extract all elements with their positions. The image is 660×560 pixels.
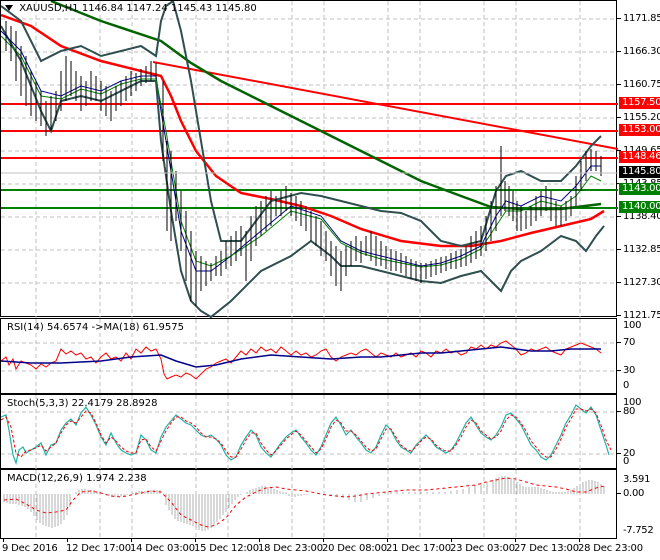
stoch-axis-label: 100 (623, 397, 642, 408)
rsi-axis-label: 30 (623, 365, 636, 376)
price-chart-canvas (1, 1, 618, 318)
current-price-tag: 1145.80 (619, 166, 660, 178)
macd-axis: 3.591 0.00 -7.752 (617, 469, 660, 539)
rsi-axis-label: 100 (623, 320, 642, 331)
rsi-title: RSI(14) 54.6574 ->MA(18) 61.9575 (7, 322, 184, 333)
level-tag-1148-46: 1148.46 (619, 151, 660, 163)
symbol-label: XAUUSD,H1 (19, 3, 79, 14)
rsi-panel[interactable]: RSI(14) 54.6574 ->MA(18) 61.9575 (0, 318, 618, 395)
main-chart-panel[interactable]: XAUUSD,H1 1146.84 1147.24 1145.43 1145.8… (0, 0, 618, 318)
stoch-title: Stoch(5,3,3) 22.4179 28.8928 (7, 398, 158, 409)
ohlc-values: 1146.84 1147.24 1145.43 1145.80 (81, 3, 257, 14)
price-axis-label: 1149.65 (623, 145, 660, 156)
price-axis-label: 1121.75 (623, 310, 660, 321)
chart-menu-icon[interactable] (5, 5, 13, 11)
time-axis[interactable]: 9 Dec 2016 12 Dec 17:00 14 Dec 03:00 15 … (0, 538, 643, 560)
time-axis-label: 23 Dec 03:00 (450, 543, 515, 554)
macd-axis-label: 0.00 (623, 488, 645, 499)
price-axis-label: 1160.75 (623, 79, 660, 90)
time-axis-label: 20 Dec 08:00 (322, 543, 387, 554)
rsi-axis-label: 0 (623, 380, 630, 391)
time-axis-label: 9 Dec 2016 (2, 543, 58, 554)
macd-title: MACD(12,26,9) 1.974 2.238 (7, 473, 147, 484)
time-axis-label: 27 Dec 13:00 (514, 543, 579, 554)
price-axis-label: 1155.20 (623, 112, 660, 123)
time-axis-label: 12 Dec 17:00 (66, 543, 131, 554)
price-axis-label: 1127.30 (623, 277, 660, 288)
time-axis-label: 21 Dec 17:00 (386, 543, 451, 554)
rsi-axis-label: 70 (623, 337, 636, 348)
macd-axis-label: 3.591 (623, 474, 651, 485)
time-axis-label: 28 Dec 23:00 (578, 543, 643, 554)
price-axis-label: 1138.40 (623, 211, 660, 222)
stoch-axis-label: 80 (623, 406, 636, 417)
level-tag-1157-50: 1157.50 (619, 97, 660, 109)
rsi-axis: 100 70 30 0 (617, 318, 660, 394)
macd-panel[interactable]: MACD(12,26,9) 1.974 2.238 (0, 469, 617, 540)
stoch-chart-canvas (1, 395, 618, 470)
price-axis-label: 1171.85 (623, 13, 660, 24)
rsi-chart-canvas (1, 319, 618, 395)
stoch-axis-label: 20 (623, 448, 636, 459)
stoch-axis-label: 0 (623, 456, 630, 467)
price-axis-label: 1132.85 (623, 244, 660, 255)
time-axis-label: 18 Dec 23:00 (258, 543, 323, 554)
macd-chart-canvas (3, 470, 605, 540)
time-axis-label: 14 Dec 03:00 (130, 543, 195, 554)
price-axis-label: 1166.30 (623, 46, 660, 57)
price-axis[interactable]: 1171.85 1166.30 1160.75 1155.20 1149.65 … (617, 0, 660, 321)
macd-axis-label: -7.752 (623, 525, 654, 536)
stoch-panel[interactable]: Stoch(5,3,3) 22.4179 28.8928 (0, 394, 618, 470)
stoch-axis: 100 80 20 0 (617, 394, 660, 469)
chart-title: XAUUSD,H1 1146.84 1147.24 1145.43 1145.8… (5, 3, 257, 14)
level-tag-1153-00: 1153.00 (619, 124, 660, 136)
level-tag-1143-00: 1143.00 (619, 183, 660, 195)
time-axis-label: 15 Dec 12:00 (194, 543, 259, 554)
level-tag-1140-00: 1140.00 (619, 201, 660, 213)
